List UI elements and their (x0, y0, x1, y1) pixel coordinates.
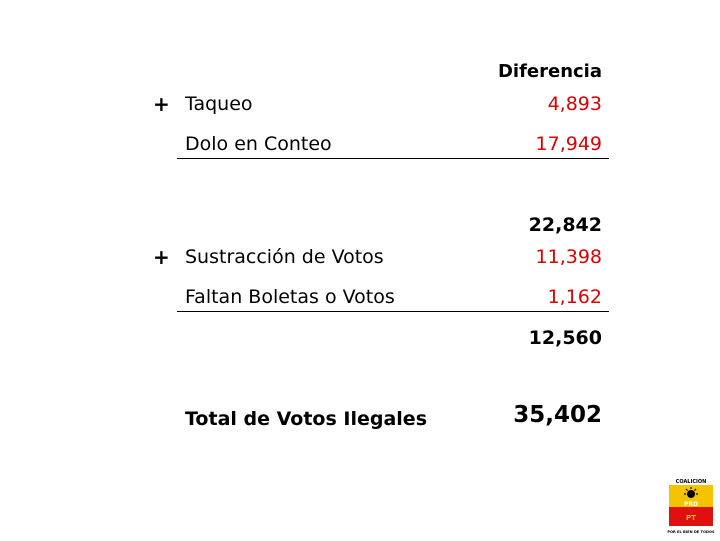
row-value-taqueo: 4,893 (547, 93, 602, 115)
sun-icon (684, 487, 698, 498)
row-label-faltan-boletas: Faltan Boletas o Votos (185, 286, 395, 308)
row-value-faltan-boletas: 1,162 (547, 286, 602, 308)
row-value-sustraccion-de-votos: 11,398 (535, 246, 602, 268)
total-label: Total de Votos Ilegales (185, 408, 427, 430)
column-header-diferencia: Diferencia (497, 61, 602, 82)
row-label-dolo-en-conteo: Dolo en Conteo (185, 133, 332, 155)
divider-line (177, 311, 609, 312)
plus-sign: + (153, 92, 170, 116)
logo-bottom-text: POR EL BIEN DE TODOS (667, 530, 715, 534)
row-label-sustraccion-de-votos: Sustracción de Votos (185, 246, 384, 268)
subtotal-2: 12,560 (528, 327, 602, 349)
coalicion-logo-graphic: COALICION PRD PT POR EL BIEN DE TODOS (667, 479, 715, 534)
divider-line (177, 158, 609, 159)
logo-red-panel (669, 507, 713, 526)
logo-party2: PT (686, 514, 696, 522)
logo-party1: PRD (684, 501, 698, 508)
total-value: 35,402 (513, 402, 602, 428)
logo-top-text: COALICION (676, 479, 707, 485)
row-value-dolo-en-conteo: 17,949 (535, 133, 602, 155)
coalicion-logo: COALICION PRD PT POR EL BIEN DE TODOS (664, 477, 718, 537)
plus-sign: + (153, 245, 170, 269)
subtotal-1: 22,842 (528, 214, 602, 236)
row-label-taqueo: Taqueo (185, 93, 253, 115)
